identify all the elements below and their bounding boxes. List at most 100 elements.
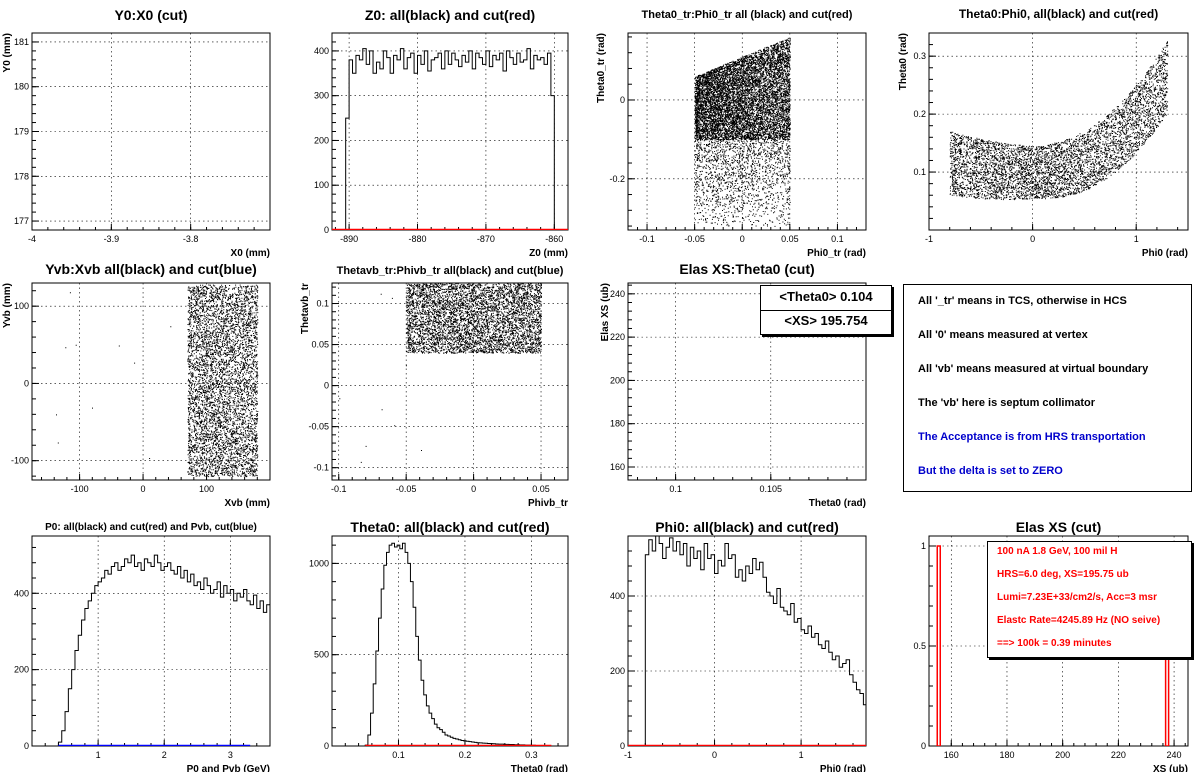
x-tick-label: 0: [471, 484, 476, 494]
y-tick-label: 500: [314, 650, 329, 660]
series-line-black: [644, 536, 866, 746]
chart-title: P0: all(black) and cut(red) and Pvb, cut…: [45, 522, 257, 533]
y-tick-label: 179: [14, 127, 29, 137]
rate-line-1: 100 nA 1.8 GeV, 100 mil H: [997, 546, 1118, 557]
x-tick-label: -100: [71, 484, 89, 494]
y-axis-label: Y0 (mm): [2, 33, 13, 72]
y-tick-label: 0: [620, 95, 625, 105]
x-axis-label: Phi0_tr (rad): [807, 248, 866, 259]
plot-area: [56, 284, 259, 478]
series-line-black: [57, 554, 270, 746]
x-tick-label: -1: [925, 234, 933, 244]
x-axis-label: Theta0 (rad): [809, 498, 866, 509]
chart-title: Theta0: all(black) and cut(red): [350, 519, 549, 535]
x-tick-label: 1: [96, 750, 101, 760]
x-tick-label: 2: [162, 750, 167, 760]
plot-area: [339, 283, 542, 463]
x-tick-label: 1: [799, 750, 804, 760]
plot-frame: [627, 282, 867, 481]
note-line-5: The Acceptance is from HRS transportatio…: [918, 431, 1146, 443]
x-axis-label: XS (ub): [1153, 764, 1188, 772]
rate-line-4: Elastc Rate=4245.89 Hz (NO seive): [997, 615, 1161, 626]
chart-y0x0: Y0:X0 (cut) -4 -3.9 -3.8 177 178 179 180 181 X0 (…: [2, 7, 271, 259]
chart-yvb_xvb: Yvb:Xvb all(black) and cut(blue) -100 0 100…: [2, 261, 271, 509]
chart-title: Theta0_tr:Phi0_tr all (black) and cut(re…: [642, 9, 853, 21]
y-tick-label: 178: [14, 171, 29, 181]
series-line-black: [332, 48, 568, 230]
y-tick-label: 0: [324, 741, 329, 751]
y-tick-label: -0.1: [313, 463, 329, 473]
x-tick-label: 0.1: [392, 750, 405, 760]
y-tick-label: -0.2: [609, 174, 625, 184]
note-line-4: The 'vb' here is septum collimator: [918, 397, 1095, 409]
y-tick-label: 0: [324, 225, 329, 235]
y-tick-label: 400: [314, 46, 329, 56]
y-tick-label: 177: [14, 216, 29, 226]
rate-line-2: HRS=6.0 deg, XS=195.75 ub: [997, 569, 1129, 580]
y-tick-label: 100: [14, 301, 29, 311]
scatter-points: [694, 37, 791, 227]
chart-p0: P0: all(black) and cut(red) and Pvb, cut…: [14, 522, 271, 772]
stats-xs: <XS> 195.754: [784, 313, 868, 328]
x-tick-label: 180: [999, 750, 1014, 760]
y-tick-label: 200: [610, 375, 625, 385]
y-tick-label: 240: [610, 289, 625, 299]
note-line-1: All '_tr' means in TCS, otherwise in HCS: [918, 295, 1127, 307]
note-line-6: But the delta is set to ZERO: [918, 465, 1063, 477]
plot-area: [57, 554, 270, 746]
x-tick-label: 0: [1030, 234, 1035, 244]
y-tick-label: 1000: [309, 558, 329, 568]
chart-phi0_hist: Phi0: all(black) and cut(red)-1 0 10200400…: [610, 519, 867, 772]
chart-title: Theta0:Phi0, all(black) and cut(red): [959, 7, 1158, 21]
x-axis-label: P0 and Pvb (GeV): [187, 764, 270, 772]
y-axis-label: Thetavb_tr: [300, 283, 311, 334]
x-tick-label: -0.1: [639, 234, 655, 244]
chart-title: Phi0: all(black) and cut(red): [655, 519, 839, 535]
plot-area: [694, 37, 791, 227]
note-line-2: All '0' means measured at vertex: [918, 329, 1088, 341]
y-axis-label: Yvb (mm): [2, 283, 13, 328]
plot-frame: [31, 535, 271, 747]
x-tick-label: 0: [141, 484, 146, 494]
x-tick-label: -860: [545, 234, 563, 244]
y-tick-label: 181: [14, 37, 29, 47]
rate-box: 100 nA 1.8 GeV, 100 mil H HRS=6.0 deg, X…: [987, 541, 1192, 658]
y-tick-label: 300: [314, 91, 329, 101]
y-tick-label: 0.3: [913, 51, 926, 61]
x-tick-label: 160: [944, 750, 959, 760]
y-tick-label: 220: [610, 332, 625, 342]
chart-theta0_hist: Theta0: all(black) and cut(red) 0.1 0.2 0.3…: [309, 519, 569, 772]
y-tick-label: 160: [610, 462, 625, 472]
y-tick-label: 100: [314, 180, 329, 190]
scatter-points: [56, 284, 259, 478]
y-tick-label: 0: [620, 741, 625, 751]
x-tick-label: 0.3: [525, 750, 538, 760]
y-axis-label: Theta0 (rad): [898, 33, 909, 90]
x-tick-label: -0.05: [684, 234, 705, 244]
x-tick-label: -3.8: [183, 234, 199, 244]
y-tick-label: 0: [324, 381, 329, 391]
x-axis-label: Theta0 (rad): [511, 764, 568, 772]
x-tick-label: 0.2: [459, 750, 472, 760]
y-tick-label: 200: [610, 666, 625, 676]
scatter-points: [949, 41, 1169, 201]
x-tick-label: -3.9: [104, 234, 120, 244]
chart-theta0_phi0: Theta0:Phi0, all(black) and cut(red) -1 0 1…: [898, 7, 1189, 259]
x-tick-label: 0.1: [669, 484, 682, 494]
x-tick-label: 200: [1055, 750, 1070, 760]
chart-z0: Z0: all(black) and cut(red) -890 -880 -870 -…: [314, 7, 569, 259]
spike-bar-0: [936, 545, 941, 746]
x-tick-label: -1: [624, 750, 632, 760]
y-tick-label: 200: [314, 135, 329, 145]
y-tick-label: 0.2: [913, 109, 926, 119]
x-axis-label: Phi0 (rad): [820, 764, 866, 772]
y-tick-label: 0: [24, 378, 29, 388]
y-tick-label: 0.05: [311, 340, 329, 350]
rate-line-3: Lumi=7.23E+33/cm2/s, Acc=3 msr: [997, 592, 1158, 603]
plot-frame: [627, 535, 867, 747]
x-tick-label: 0.05: [781, 234, 799, 244]
plot-frame: [928, 32, 1189, 231]
x-tick-label: 240: [1167, 750, 1182, 760]
x-tick-label: 100: [199, 484, 214, 494]
x-tick-label: -0.1: [331, 484, 347, 494]
